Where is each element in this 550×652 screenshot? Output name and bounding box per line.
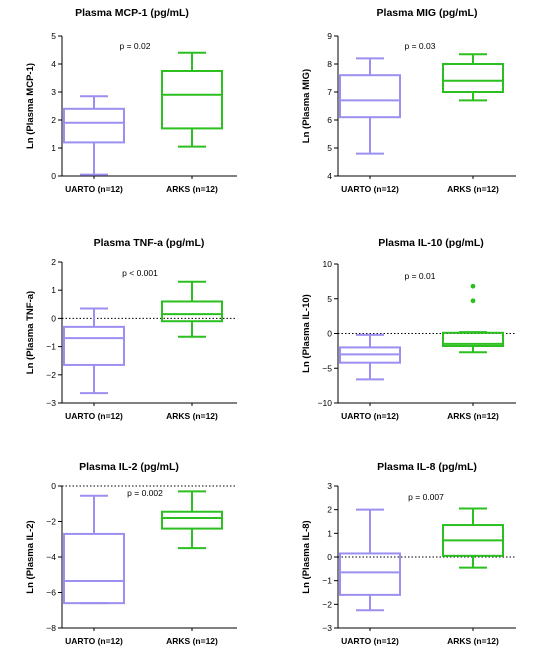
y-tick-label: 0 bbox=[51, 171, 56, 181]
y-axis-label: Ln (Plasma MCP-1) bbox=[25, 63, 36, 149]
y-tick-label: 1 bbox=[51, 285, 56, 295]
arks-box bbox=[161, 280, 223, 338]
uarto-box bbox=[339, 508, 401, 612]
y-tick-label: 0 bbox=[51, 313, 56, 323]
y-tick-label: 2 bbox=[327, 505, 332, 515]
uarto-box bbox=[63, 95, 125, 176]
chart-panel-1: Plasma MCP-1 (pg/mL) Ln (Plasma MCP-1) 0 1 2… bbox=[25, 7, 237, 194]
uarto-box bbox=[63, 307, 125, 395]
uarto-box bbox=[339, 333, 401, 381]
y-tick-label: −1 bbox=[46, 342, 56, 352]
arks-box bbox=[442, 283, 504, 354]
y-tick-label: 9 bbox=[327, 31, 332, 41]
p-value-label: p = 0.02 bbox=[120, 41, 151, 51]
y-tick-label: −8 bbox=[46, 623, 56, 633]
outlier-point bbox=[470, 283, 476, 289]
y-tick-label: 3 bbox=[327, 481, 332, 491]
arks-box bbox=[442, 53, 504, 102]
chart-panel-6: Plasma IL-8 (pg/mL) Ln (Plasma IL-8) −3 −2 −… bbox=[301, 461, 516, 646]
y-tick-label: −6 bbox=[46, 588, 56, 598]
outlier-point bbox=[470, 298, 476, 304]
box-iqr bbox=[339, 552, 401, 596]
y-axis-label: Ln (Plasma IL-2) bbox=[25, 520, 36, 593]
x-category-label: ARKS (n=12) bbox=[447, 636, 499, 646]
y-tick-label: −10 bbox=[318, 398, 333, 408]
y-tick-label: −5 bbox=[322, 363, 332, 373]
y-tick-label: 5 bbox=[327, 294, 332, 304]
y-axis-label: Ln (Plasma IL-10) bbox=[301, 294, 312, 373]
p-value-label: p = 0.01 bbox=[405, 271, 436, 281]
chart-title: Plasma MIG (pg/mL) bbox=[377, 7, 478, 19]
arks-box bbox=[161, 490, 223, 550]
chart-title: Plasma IL-2 (pg/mL) bbox=[79, 461, 179, 473]
chart-panel-5: Plasma IL-2 (pg/mL) Ln (Plasma IL-2) −8 −6 −… bbox=[25, 461, 237, 646]
y-tick-label: 4 bbox=[327, 171, 332, 181]
x-category-label: UARTO (n=12) bbox=[65, 636, 123, 646]
x-category-label: ARKS (n=12) bbox=[447, 411, 499, 421]
y-tick-label: 1 bbox=[51, 143, 56, 153]
x-category-label: UARTO (n=12) bbox=[65, 411, 123, 421]
x-category-label: UARTO (n=12) bbox=[341, 411, 399, 421]
p-value-label: p = 0.002 bbox=[127, 488, 163, 498]
box-iqr bbox=[442, 331, 504, 348]
box-iqr bbox=[161, 300, 223, 323]
y-tick-label: −2 bbox=[46, 370, 56, 380]
y-tick-label: 0 bbox=[51, 481, 56, 491]
y-tick-label: 1 bbox=[327, 528, 332, 538]
y-tick-label: 3 bbox=[51, 87, 56, 97]
box-iqr bbox=[161, 510, 223, 530]
y-tick-label: −1 bbox=[322, 576, 332, 586]
uarto-box bbox=[63, 494, 125, 605]
y-tick-label: −2 bbox=[322, 599, 332, 609]
p-value-label: p = 0.007 bbox=[408, 492, 444, 502]
x-category-label: ARKS (n=12) bbox=[166, 636, 218, 646]
p-value-label: p < 0.001 bbox=[122, 268, 158, 278]
x-category-label: UARTO (n=12) bbox=[65, 184, 123, 194]
box-iqr bbox=[63, 532, 125, 605]
y-axis-label: Ln (Plasma MIG) bbox=[301, 69, 312, 143]
y-tick-label: 5 bbox=[51, 31, 56, 41]
arks-box bbox=[442, 507, 504, 569]
y-tick-label: −3 bbox=[322, 623, 332, 633]
y-axis-label: Ln (Plasma TNF-a) bbox=[25, 291, 36, 374]
uarto-box bbox=[339, 57, 401, 155]
box-iqr bbox=[161, 70, 223, 130]
box-iqr bbox=[339, 74, 401, 119]
y-tick-label: 0 bbox=[327, 329, 332, 339]
y-tick-label: 6 bbox=[327, 115, 332, 125]
y-tick-label: 10 bbox=[323, 259, 333, 269]
y-tick-label: 2 bbox=[51, 257, 56, 267]
y-tick-label: 2 bbox=[51, 115, 56, 125]
y-tick-label: 8 bbox=[327, 59, 332, 69]
arks-box bbox=[161, 51, 223, 148]
x-category-label: ARKS (n=12) bbox=[447, 184, 499, 194]
chart-title: Plasma IL-10 (pg/mL) bbox=[378, 237, 484, 249]
chart-title: Plasma MCP-1 (pg/mL) bbox=[75, 7, 189, 19]
x-category-label: ARKS (n=12) bbox=[166, 184, 218, 194]
y-axis-label: Ln (Plasma IL-8) bbox=[301, 520, 312, 593]
chart-panel-2: Plasma MIG (pg/mL) Ln (Plasma MIG) 4 5 6 7 8 9 U… bbox=[301, 7, 516, 194]
box-iqr bbox=[63, 325, 125, 366]
chart-title: Plasma IL-8 (pg/mL) bbox=[377, 461, 477, 473]
y-tick-label: 4 bbox=[51, 59, 56, 69]
chart-panel-4: Plasma IL-10 (pg/mL) Ln (Plasma IL-10) −10… bbox=[301, 237, 516, 421]
y-tick-label: 0 bbox=[327, 552, 332, 562]
x-category-label: ARKS (n=12) bbox=[166, 411, 218, 421]
y-tick-label: −2 bbox=[46, 517, 56, 527]
x-category-label: UARTO (n=12) bbox=[341, 636, 399, 646]
box-iqr bbox=[63, 107, 125, 144]
x-category-label: UARTO (n=12) bbox=[341, 184, 399, 194]
y-tick-label: 7 bbox=[327, 87, 332, 97]
y-tick-label: −4 bbox=[46, 552, 56, 562]
y-tick-label: 5 bbox=[327, 143, 332, 153]
y-tick-label: −3 bbox=[46, 398, 56, 408]
chart-title: Plasma TNF-a (pg/mL) bbox=[94, 237, 205, 249]
chart-panel-3: Plasma TNF-a (pg/mL) Ln (Plasma TNF-a) −3 −… bbox=[25, 237, 237, 421]
box-iqr bbox=[442, 63, 504, 93]
p-value-label: p = 0.03 bbox=[405, 41, 436, 51]
